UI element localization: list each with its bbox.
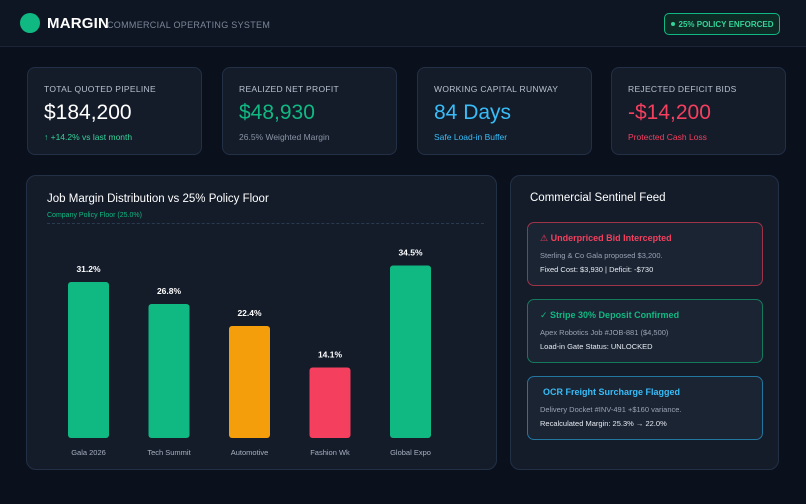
policy-floor-line — [47, 223, 484, 224]
policy-floor-label: Company Policy Floor (25.0%) — [47, 212, 142, 219]
bar-value-label: 26.8% — [157, 286, 182, 296]
category-label: Gala 2026 — [71, 448, 106, 457]
alert-summary: Load-in Gate Status: UNLOCKED — [540, 342, 653, 351]
category-label: Tech Summit — [147, 448, 191, 457]
margin-bar-chart: 31.2% Gala 2026 26.8% Tech Summit 22.4% Autom… — [68, 248, 431, 457]
bar-value-label: 14.1% — [318, 350, 343, 360]
bar-value-label: 22.4% — [237, 308, 262, 318]
kpi-card-net-profit[interactable]: REALIZED NET PROFIT $48,930 26.5% Weight… — [222, 67, 397, 155]
kpi-subtext: 26.5% Weighted Margin — [239, 132, 330, 142]
kpi-value: -$14,200 — [628, 101, 711, 124]
alert-summary: Recalculated Margin: 25.3% → 22.0% — [540, 419, 667, 428]
alert-deposit-confirmed[interactable]: ✓ Stripe 30% Deposit Confirmed Apex Robo… — [527, 299, 763, 363]
margin-chart-panel: Job Margin Distribution vs 25% Policy Fl… — [26, 175, 497, 470]
bar-gala-2026[interactable] — [68, 282, 109, 438]
alert-summary: Fixed Cost: $3,930 | Deficit: -$730 — [540, 265, 654, 274]
bar-automotive[interactable] — [229, 326, 270, 438]
alert-detail: Delivery Docket #INV-491 +$160 variance. — [540, 405, 682, 414]
kpi-card-runway[interactable]: WORKING CAPITAL RUNWAY 84 Days Safe Load… — [417, 67, 592, 155]
alert-detail: Apex Robotics Job #JOB-881 ($4,500) — [540, 328, 669, 337]
chart-title: Job Margin Distribution vs 25% Policy Fl… — [47, 193, 269, 205]
alert-title: OCR Freight Surcharge Flagged — [543, 387, 681, 397]
alert-title: ✓ Stripe 30% Deposit Confirmed — [540, 310, 680, 320]
bar-tech-summit[interactable] — [148, 304, 190, 438]
kpi-subtext: ↑ +14.2% vs last month — [44, 132, 133, 142]
kpi-card-rejected-bids[interactable]: REJECTED DEFICIT BIDS -$14,200 Protected… — [611, 67, 786, 155]
alert-freight-surcharge[interactable]: OCR Freight Surcharge Flagged Delivery D… — [527, 376, 763, 440]
kpi-card-pipeline[interactable]: TOTAL QUOTED PIPELINE $184,200 ↑ +14.2% … — [27, 67, 202, 155]
kpi-value: $184,200 — [44, 101, 132, 124]
feed-title: Commercial Sentinel Feed — [530, 192, 666, 204]
category-label: Automotive — [231, 448, 269, 457]
category-label: Fashion Wk — [310, 448, 350, 457]
alert-underpriced-bid[interactable]: ⚠ Underpriced Bid Intercepted Sterling &… — [527, 222, 763, 286]
kpi-label: REALIZED NET PROFIT — [239, 84, 340, 94]
brand-subtitle: COMMERCIAL OPERATING SYSTEM — [107, 20, 271, 30]
category-label: Global Expo — [390, 448, 431, 457]
kpi-label: WORKING CAPITAL RUNWAY — [434, 84, 559, 94]
policy-status-badge[interactable]: 25% POLICY ENFORCED — [664, 13, 780, 35]
bar-global-expo[interactable] — [390, 265, 431, 439]
brand-name: MARGIN — [47, 15, 110, 32]
bar-value-label: 31.2% — [76, 264, 101, 274]
policy-badge-label: 25% POLICY ENFORCED — [678, 19, 774, 29]
kpi-label: TOTAL QUOTED PIPELINE — [44, 84, 156, 94]
status-dot-icon — [670, 22, 675, 26]
sentinel-feed-panel: Commercial Sentinel Feed ⚠ Underpriced B… — [510, 175, 779, 470]
kpi-label: REJECTED DEFICIT BIDS — [628, 84, 737, 94]
alert-title: ⚠ Underpriced Bid Intercepted — [540, 233, 672, 243]
top-bar: MARGIN COMMERCIAL OPERATING SYSTEM 25% P… — [0, 0, 806, 47]
kpi-value: 84 Days — [434, 101, 512, 124]
bar-fashion-wk[interactable] — [309, 367, 351, 439]
bar-value-label: 34.5% — [398, 248, 423, 258]
alert-detail: Sterling & Co Gala proposed $3,200. — [540, 251, 663, 260]
kpi-value: $48,930 — [239, 101, 315, 124]
logo-icon — [20, 13, 40, 33]
kpi-subtext: Safe Load-in Buffer — [434, 132, 508, 142]
kpi-subtext: Protected Cash Loss — [628, 132, 707, 142]
